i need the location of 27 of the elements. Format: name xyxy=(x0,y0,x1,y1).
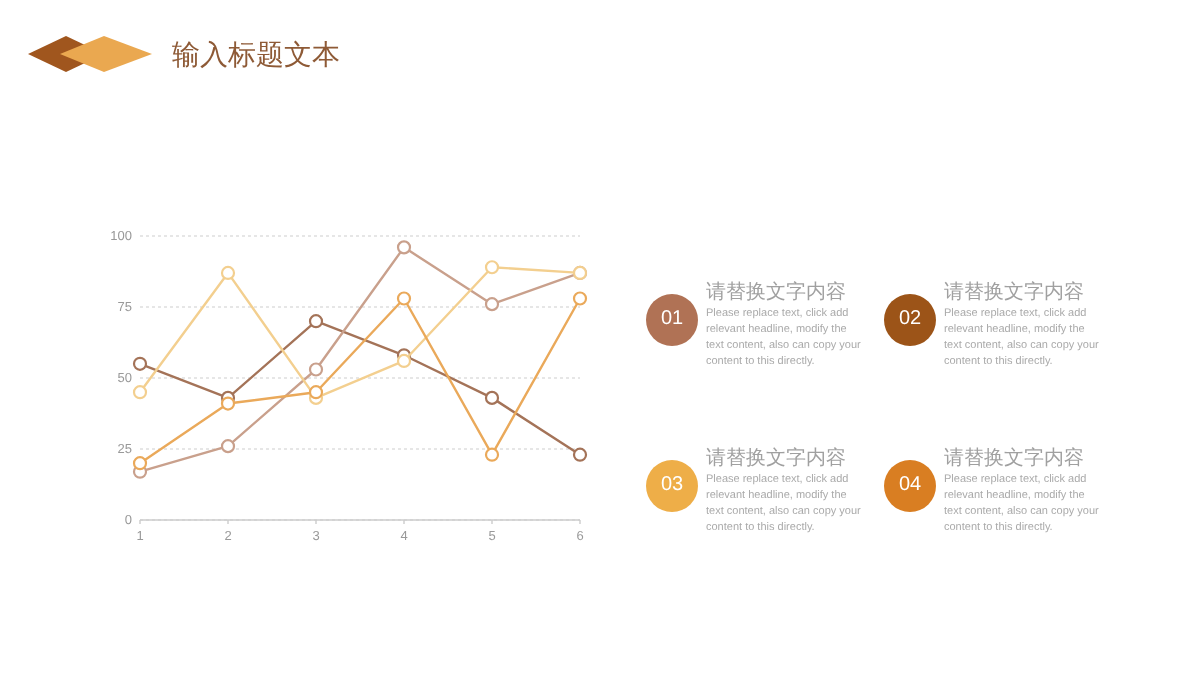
point xyxy=(484,390,500,405)
point xyxy=(308,362,324,377)
text: 04 xyxy=(884,460,936,512)
text: 请替换文字内容 xyxy=(944,279,1084,306)
point xyxy=(396,353,412,369)
point xyxy=(220,265,236,281)
point xyxy=(132,456,148,471)
text: 请替换文字内容 xyxy=(706,445,846,472)
text: 02 xyxy=(884,294,936,346)
point xyxy=(220,439,236,454)
chart-title: 输入标题文本 xyxy=(172,38,340,70)
point xyxy=(396,291,412,306)
text: 03 xyxy=(646,460,698,512)
text: 请替换文字内容 xyxy=(944,445,1084,472)
text: 01 xyxy=(646,294,698,346)
point xyxy=(572,447,588,462)
point xyxy=(484,260,500,275)
point xyxy=(396,240,412,255)
point xyxy=(484,447,500,462)
text: 请替换文字内容 xyxy=(706,279,846,306)
point xyxy=(132,356,148,371)
point xyxy=(572,291,588,306)
point xyxy=(308,314,324,329)
point xyxy=(484,297,500,312)
point xyxy=(220,396,236,411)
point xyxy=(308,385,324,400)
point xyxy=(132,385,148,400)
